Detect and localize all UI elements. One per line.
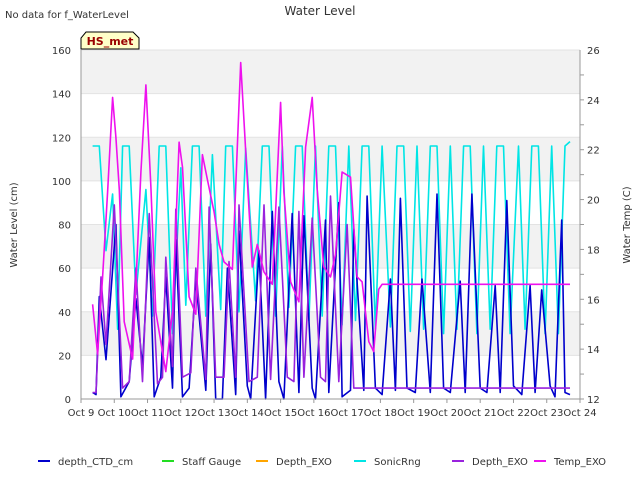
y2-tick-label: 12 — [587, 395, 600, 406]
legend-label: Depth_EXO — [472, 457, 528, 468]
x-tick-label: Oct 12 — [164, 408, 197, 419]
y-tick-label: 40 — [58, 308, 71, 319]
legend-label: Temp_EXO — [553, 457, 606, 468]
series-line-depth-exo — [92, 195, 570, 394]
y2-tick-label: 18 — [587, 245, 600, 256]
y2-axis-label: Water Temp (C) — [622, 186, 633, 263]
x-tick-label: Oct 9 — [68, 408, 95, 419]
x-tick-label: Oct 21 — [464, 408, 497, 419]
station-badge: HS_met — [80, 31, 140, 50]
y-tick-label: 0 — [65, 395, 71, 406]
legend-label: Staff Gauge — [182, 457, 241, 468]
x-tick-label: Oct 18 — [364, 408, 397, 419]
x-tick-label: Oct 10 — [98, 408, 131, 419]
y2-tick-label: 20 — [587, 196, 600, 207]
series-line-depth-ctd-cm — [92, 193, 571, 400]
legend-label: depth_CTD_cm — [58, 457, 133, 468]
y-tick-label: 120 — [52, 133, 71, 144]
y2-tick-label: 24 — [587, 96, 600, 107]
grid-band — [81, 224, 580, 269]
y2-tick-label: 26 — [587, 46, 600, 57]
x-tick-label: Oct 20 — [430, 408, 463, 419]
series-line-sonicrng — [92, 140, 571, 335]
x-tick-label: Oct 16 — [297, 408, 330, 419]
y-tick-label: 80 — [58, 221, 71, 232]
no-data-note: No data for f_WaterLevel — [5, 10, 129, 21]
series-lines — [91, 61, 571, 400]
y2-tick-label: 14 — [587, 345, 600, 356]
x-tick-label: Oct 15 — [264, 408, 297, 419]
y-tick-label: 100 — [52, 177, 71, 188]
legend-label: Depth_EXO — [276, 457, 332, 468]
y-tick-label: 20 — [58, 351, 71, 362]
y2-tick-label: 22 — [587, 146, 600, 157]
y-axis-label: Water Level (cm) — [9, 182, 20, 267]
x-tick-label: Oct 14 — [231, 408, 264, 419]
y2-tick-label: 16 — [587, 295, 600, 306]
series-line-temp-exo — [91, 61, 570, 373]
x-tick-label: Oct 13 — [197, 408, 230, 419]
x-tick-label: Oct 23 — [530, 408, 563, 419]
y-tick-label: 60 — [58, 264, 71, 275]
x-tick-label: Oct 19 — [397, 408, 430, 419]
station-badge-label: HS_met — [87, 35, 134, 48]
axes: 0 20 40 60 80 100 120 140 160 12 14 16 18 20 22 24 26 Oct… — [52, 46, 600, 419]
y-tick-label: 140 — [52, 90, 71, 101]
chart-title: Water Level — [285, 4, 356, 18]
x-tick-label: Oct 17 — [331, 408, 364, 419]
x-tick-label: Oct 22 — [497, 408, 530, 419]
legend: depth_CTD_cm Staff Gauge Depth_EXO SonicRng… — [38, 457, 606, 468]
legend-label: SonicRng — [374, 457, 421, 468]
x-tick-label: Oct 11 — [131, 408, 164, 419]
grid-band — [81, 50, 580, 94]
y-tick-label: 160 — [52, 46, 71, 57]
x-tick-label: Oct 24 — [563, 408, 596, 419]
